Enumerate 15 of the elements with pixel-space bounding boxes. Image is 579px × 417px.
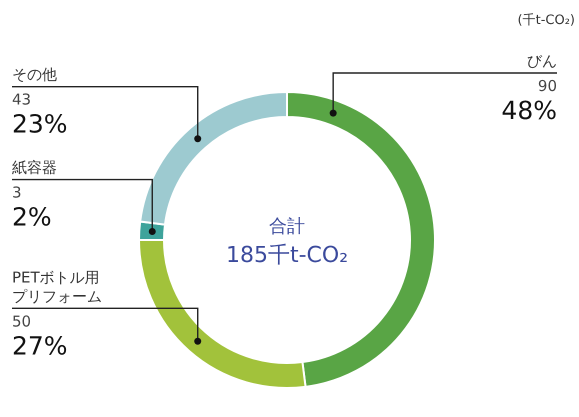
text: 185千t-CO₂ (226, 243, 348, 268)
text: 合計 (269, 216, 305, 237)
data-label: 48% (501, 96, 557, 125)
slice-label: びん (527, 52, 557, 70)
slice-label: 紙容器 (12, 158, 57, 177)
data-label: 23% (12, 110, 68, 139)
slice-label: PETボトル用プリフォーム (12, 268, 102, 306)
text: 3 (12, 184, 22, 202)
text: 43 (12, 90, 32, 109)
text: 90 (538, 77, 557, 95)
slice-label: その他 (12, 66, 57, 84)
data-label: 2% (12, 202, 52, 232)
data-label: 27% (12, 331, 68, 360)
text: (千t-CO₂) (518, 13, 575, 28)
text: 50 (12, 312, 32, 330)
